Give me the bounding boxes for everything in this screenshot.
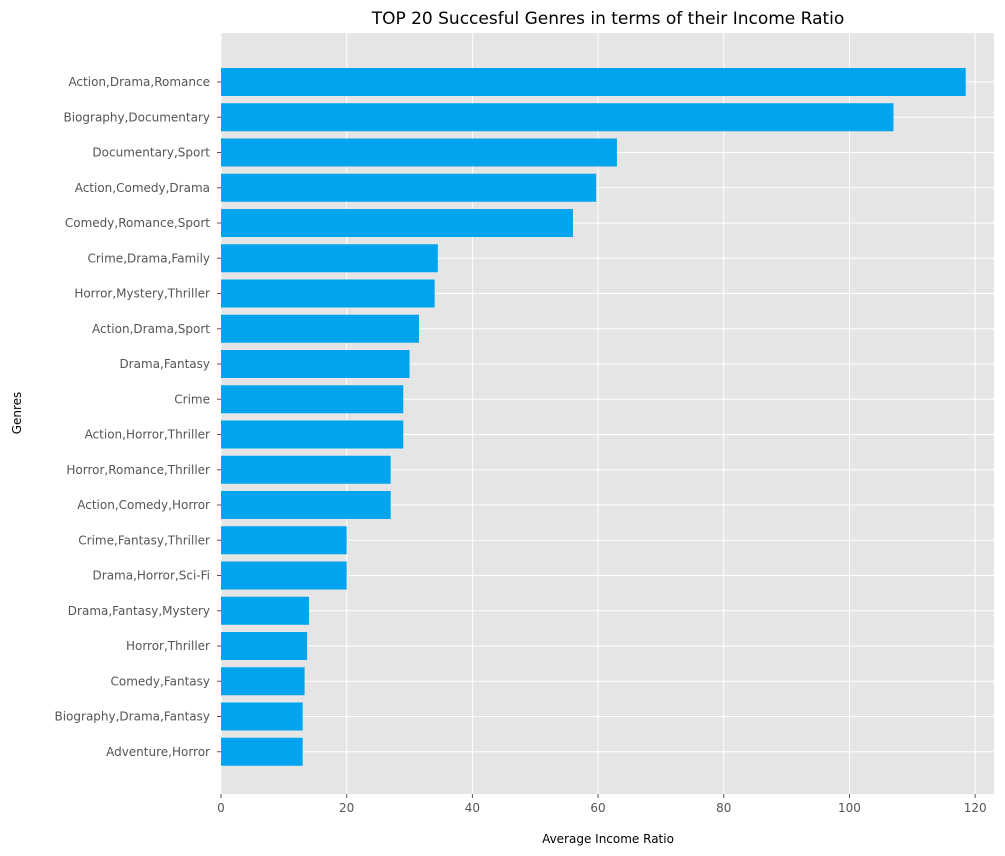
bar xyxy=(221,420,404,449)
bar xyxy=(221,491,391,519)
y-tick-label: Horror,Thriller xyxy=(126,639,210,653)
bar xyxy=(221,314,419,343)
bar xyxy=(221,244,438,273)
bar xyxy=(221,279,435,308)
chart-title: TOP 20 Succesful Genres in terms of thei… xyxy=(371,9,845,29)
y-tick-label: Comedy,Romance,Sport xyxy=(65,216,210,230)
bar xyxy=(221,526,347,555)
bar xyxy=(221,68,966,96)
x-tick-labels: 0 20 40 60 80 100 120 xyxy=(217,794,987,815)
y-tick-label: Drama,Fantasy xyxy=(119,357,210,371)
x-tick-label: 80 xyxy=(716,801,731,815)
y-tick-label: Action,Comedy,Horror xyxy=(77,498,210,512)
y-tick-label: Action,Horror,Thriller xyxy=(85,428,210,442)
y-tick-label: Horror,Mystery,Thriller xyxy=(74,287,210,301)
y-tick-label: Adventure,Horror xyxy=(106,745,210,759)
bar xyxy=(221,561,347,590)
bar xyxy=(221,350,410,378)
y-axis-title: Genres xyxy=(10,392,24,435)
y-tick-label: Biography,Documentary xyxy=(63,110,210,124)
y-tick-label: Crime,Drama,Family xyxy=(87,251,210,265)
bars xyxy=(221,68,966,766)
bar xyxy=(221,173,597,202)
y-tick-label: Horror,Romance,Thriller xyxy=(66,463,210,477)
bar xyxy=(221,737,303,766)
y-tick-label: Crime,Fantasy,Thriller xyxy=(78,533,210,547)
y-tick-label: Action,Drama,Sport xyxy=(92,322,210,336)
bar xyxy=(221,385,404,414)
x-axis-title: Average Income Ratio xyxy=(542,832,674,846)
y-tick-label: Comedy,Fantasy xyxy=(111,674,211,688)
x-tick-label: 40 xyxy=(465,801,480,815)
bar xyxy=(221,632,308,660)
y-tick-label: Biography,Drama,Fantasy xyxy=(54,710,210,724)
bar xyxy=(221,667,305,696)
bar xyxy=(221,596,309,625)
y-tick-label: Crime xyxy=(174,392,210,406)
bar xyxy=(221,138,617,167)
x-tick-label: 20 xyxy=(339,801,354,815)
x-tick-label: 120 xyxy=(964,801,987,815)
bar xyxy=(221,209,573,237)
y-tick-label: Drama,Horror,Sci-Fi xyxy=(93,569,210,583)
y-tick-labels: Action,Drama,Romance Biography,Documentar… xyxy=(54,75,221,759)
y-tick-label: Documentary,Sport xyxy=(92,146,210,160)
y-tick-label: Action,Drama,Romance xyxy=(68,75,210,89)
bar xyxy=(221,702,303,731)
x-tick-label: 60 xyxy=(590,801,605,815)
x-tick-label: 100 xyxy=(838,801,861,815)
x-tick-label: 0 xyxy=(217,801,225,815)
bar xyxy=(221,455,391,484)
y-tick-label: Action,Comedy,Drama xyxy=(75,181,210,195)
y-tick-label: Drama,Fantasy,Mystery xyxy=(68,604,210,618)
bar xyxy=(221,103,894,132)
